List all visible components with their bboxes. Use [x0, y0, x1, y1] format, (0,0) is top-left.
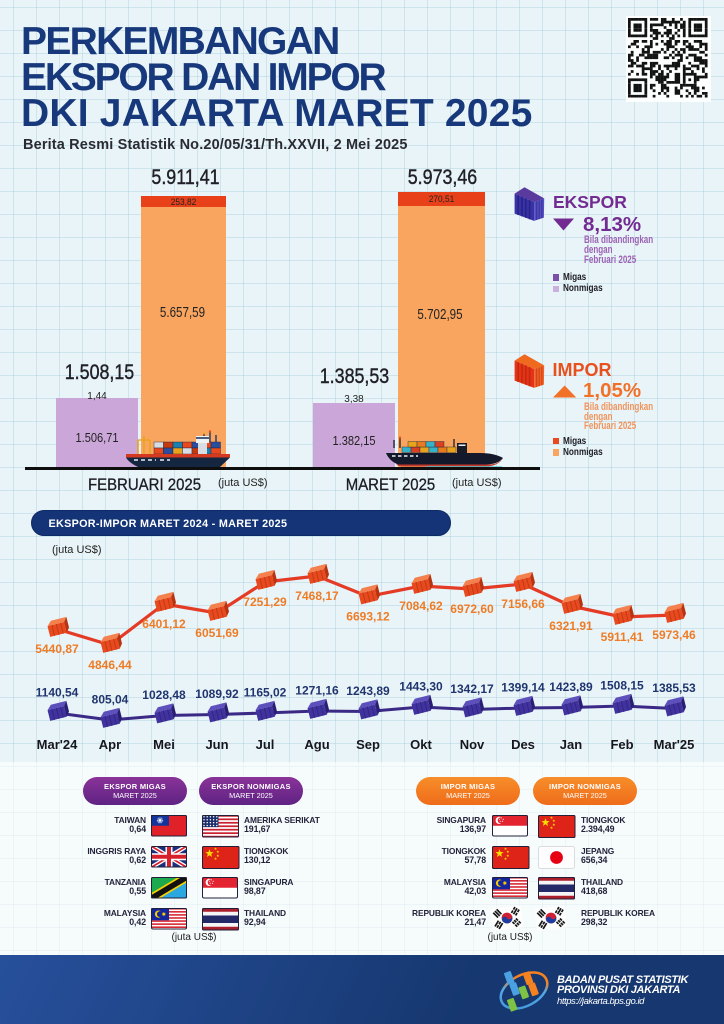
svg-text:7084,62: 7084,62: [399, 599, 443, 613]
svg-text:6401,12: 6401,12: [142, 617, 186, 631]
svg-text:1271,16: 1271,16: [295, 684, 339, 698]
svg-text:1508,15: 1508,15: [600, 679, 644, 693]
svg-text:1342,17: 1342,17: [450, 682, 494, 696]
svg-text:Jan: Jan: [560, 737, 582, 752]
svg-text:Apr: Apr: [99, 737, 121, 752]
svg-text:1385,53: 1385,53: [652, 681, 696, 695]
svg-text:Sep: Sep: [356, 737, 380, 752]
svg-text:1028,48: 1028,48: [142, 688, 186, 702]
svg-text:Mar'24: Mar'24: [37, 737, 78, 752]
svg-text:6321,91: 6321,91: [549, 619, 593, 633]
svg-text:6051,69: 6051,69: [195, 626, 239, 640]
svg-text:Des: Des: [511, 737, 535, 752]
svg-text:4846,44: 4846,44: [88, 658, 132, 672]
svg-text:6972,60: 6972,60: [450, 602, 494, 616]
svg-text:Agu: Agu: [304, 737, 329, 752]
svg-text:1243,89: 1243,89: [346, 684, 390, 698]
svg-text:Jun: Jun: [205, 737, 228, 752]
svg-text:5911,41: 5911,41: [601, 630, 644, 644]
svg-text:1165,02: 1165,02: [244, 686, 287, 700]
svg-text:Okt: Okt: [410, 737, 432, 752]
svg-text:Mei: Mei: [153, 737, 175, 752]
svg-text:1423,89: 1423,89: [549, 680, 593, 694]
svg-text:Jul: Jul: [256, 737, 275, 752]
svg-text:1140,54: 1140,54: [36, 686, 79, 700]
svg-text:Feb: Feb: [610, 737, 633, 752]
svg-text:7251,29: 7251,29: [243, 595, 287, 609]
svg-text:7156,66: 7156,66: [501, 597, 545, 611]
svg-text:5440,87: 5440,87: [35, 642, 79, 656]
svg-text:7468,17: 7468,17: [295, 589, 339, 603]
svg-text:Mar'25: Mar'25: [654, 737, 695, 752]
svg-text:1399,14: 1399,14: [501, 681, 545, 695]
svg-text:Nov: Nov: [460, 737, 485, 752]
svg-text:6693,12: 6693,12: [346, 610, 390, 624]
svg-text:5973,46: 5973,46: [652, 628, 696, 642]
svg-text:1089,92: 1089,92: [195, 687, 239, 701]
svg-text:805,04: 805,04: [92, 693, 129, 707]
svg-text:1443,30: 1443,30: [399, 680, 443, 694]
